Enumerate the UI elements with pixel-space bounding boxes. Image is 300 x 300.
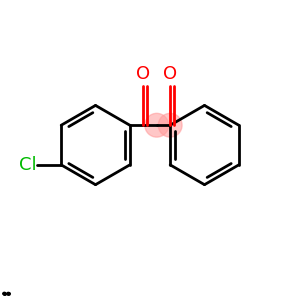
Text: Cl: Cl xyxy=(19,156,36,174)
Circle shape xyxy=(158,113,182,137)
Circle shape xyxy=(145,113,169,137)
Text: O: O xyxy=(136,65,150,83)
Text: O: O xyxy=(163,65,177,83)
